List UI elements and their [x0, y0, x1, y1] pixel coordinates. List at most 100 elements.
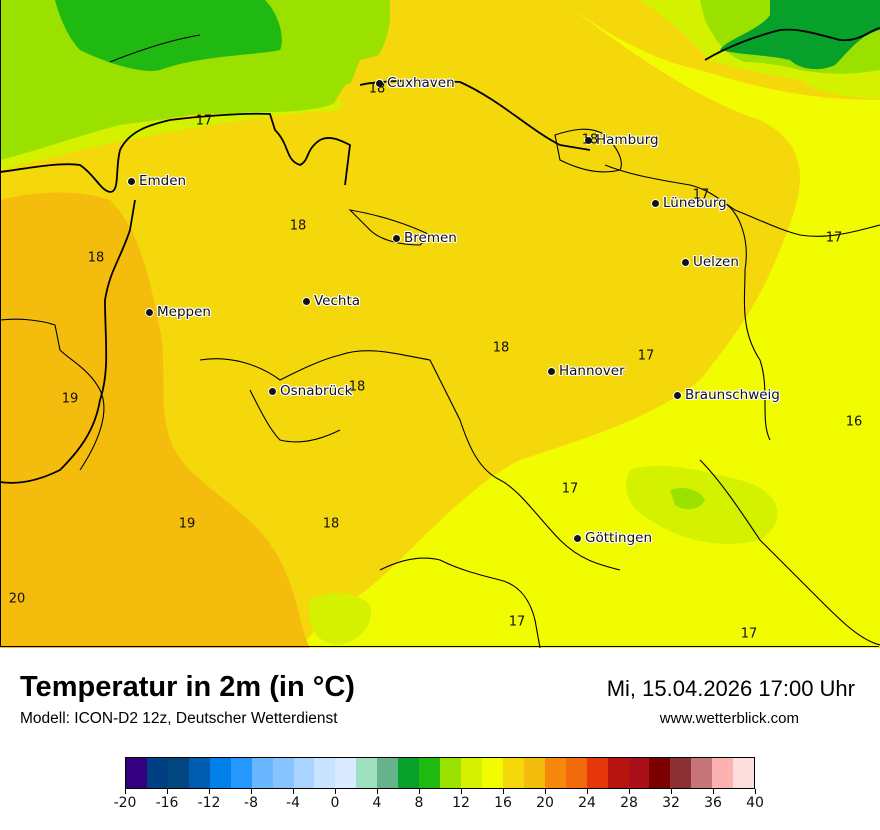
- tick-label: 4: [372, 795, 382, 811]
- tick-label: 0: [330, 795, 340, 811]
- tick-mark: [335, 789, 336, 794]
- city-marker: Lüneburg: [651, 195, 727, 211]
- temperature-value: 17: [195, 113, 213, 129]
- colorbar-segment: [544, 758, 566, 788]
- tick-mark: [251, 789, 252, 794]
- tick-mark: [125, 789, 126, 794]
- temperature-value: 16: [845, 414, 863, 430]
- city-name: Hannover: [559, 363, 625, 379]
- colorbar-segment: [335, 758, 357, 788]
- temperature-value: 18: [348, 379, 366, 395]
- temperature-value: 18: [87, 250, 105, 266]
- colorbar-segment: [586, 758, 608, 788]
- city-marker: Osnabrück: [268, 383, 352, 399]
- city-dot-icon: [268, 386, 277, 396]
- tick-label: -20: [113, 795, 137, 811]
- colorbar-segment: [440, 758, 461, 788]
- colorbar-segment: [126, 758, 147, 788]
- colorbar-segment: [356, 758, 378, 788]
- tick-label: 36: [704, 795, 722, 811]
- colorbar-segment: [628, 758, 650, 788]
- map-field: [0, 0, 880, 648]
- city-name: Uelzen: [693, 254, 739, 270]
- colorbar-segment: [649, 758, 671, 788]
- city-dot-icon: [547, 366, 556, 376]
- city-marker: Uelzen: [681, 254, 739, 270]
- tick-mark: [587, 789, 588, 794]
- colorbar-ticks: -20 -16 -12 -8 -4 0 4 8 12 16 20 24 28 32 36 40: [114, 789, 764, 819]
- colorbar-segment: [481, 758, 503, 788]
- tick-label: -12: [197, 795, 221, 811]
- temperature-map: Cuxhaven Hamburg Emden Lüneburg Bremen Uelzen…: [0, 0, 880, 648]
- tick-mark: [503, 789, 504, 794]
- temperature-value: 17: [740, 626, 758, 642]
- tick-label: 8: [414, 795, 424, 811]
- city-name: Lüneburg: [663, 195, 727, 211]
- tick-mark: [209, 789, 210, 794]
- temperature-value: 17: [825, 230, 843, 246]
- city-dot-icon: [392, 233, 401, 243]
- temperature-value: 18: [368, 81, 386, 97]
- colorbar-segment: [670, 758, 692, 788]
- colorbar-segment: [502, 758, 524, 788]
- model-source-label: Modell: ICON-D2 12z, Deutscher Wetterdie…: [20, 710, 338, 727]
- city-name: Emden: [139, 173, 187, 189]
- forecast-datetime: Mi, 15.04.2026 17:00 Uhr: [606, 676, 855, 701]
- colorbar-segment: [398, 758, 420, 788]
- tick-label: 12: [452, 795, 470, 811]
- city-marker: Braunschweig: [673, 387, 780, 403]
- colorbar-segment: [272, 758, 294, 788]
- city-marker: Emden: [127, 173, 186, 189]
- city-dot-icon: [651, 198, 660, 208]
- colorbar-segment: [523, 758, 545, 788]
- city-marker: Hannover: [547, 363, 625, 379]
- temperature-value: 17: [561, 481, 579, 497]
- tick-mark: [167, 789, 168, 794]
- tick-label: 16: [494, 795, 512, 811]
- tick-mark: [377, 789, 378, 794]
- city-name: Osnabrück: [280, 383, 353, 399]
- tick-mark: [629, 789, 630, 794]
- colorbar-segment: [230, 758, 252, 788]
- temperature-value: 20: [8, 591, 26, 607]
- colorbar-segment: [565, 758, 587, 788]
- tick-mark: [293, 789, 294, 794]
- chart-title: Temperatur in 2m (in °C): [20, 671, 355, 703]
- colorbar-segment: [733, 758, 755, 788]
- colorbar-segment: [146, 758, 168, 788]
- city-name: Bremen: [404, 230, 457, 246]
- city-marker: Vechta: [302, 293, 360, 309]
- temperature-value: 18: [289, 218, 307, 234]
- temperature-value: 17: [637, 348, 655, 364]
- colorbar-segment: [461, 758, 482, 788]
- tick-mark: [755, 789, 756, 794]
- tick-label: 32: [662, 795, 680, 811]
- city-name: Hamburg: [596, 132, 659, 148]
- temperature-value: 19: [61, 391, 79, 407]
- city-dot-icon: [673, 390, 682, 400]
- city-name: Cuxhaven: [387, 75, 455, 91]
- colorbar-segment: [314, 758, 336, 788]
- city-dot-icon: [127, 176, 136, 186]
- tick-label: 28: [620, 795, 638, 811]
- city-name: Meppen: [157, 304, 211, 320]
- colorbar-segment: [209, 758, 231, 788]
- city-name: Vechta: [314, 293, 361, 309]
- temperature-value: 18: [322, 516, 340, 532]
- city-marker: Cuxhaven: [375, 75, 455, 91]
- tick-label: -8: [244, 795, 258, 811]
- colorbar-segment: [251, 758, 273, 788]
- tick-mark: [713, 789, 714, 794]
- temperature-value: 19: [178, 516, 196, 532]
- temperature-colorbar: [125, 757, 755, 789]
- city-marker: Bremen: [392, 230, 457, 246]
- tick-mark: [419, 789, 420, 794]
- city-dot-icon: [302, 296, 311, 306]
- colorbar-segment: [419, 758, 441, 788]
- city-name: Göttingen: [585, 530, 653, 546]
- tick-label: 24: [578, 795, 596, 811]
- colorbar-segment: [167, 758, 189, 788]
- temperature-value: 17: [508, 614, 526, 630]
- tick-mark: [671, 789, 672, 794]
- colorbar-segment: [691, 758, 713, 788]
